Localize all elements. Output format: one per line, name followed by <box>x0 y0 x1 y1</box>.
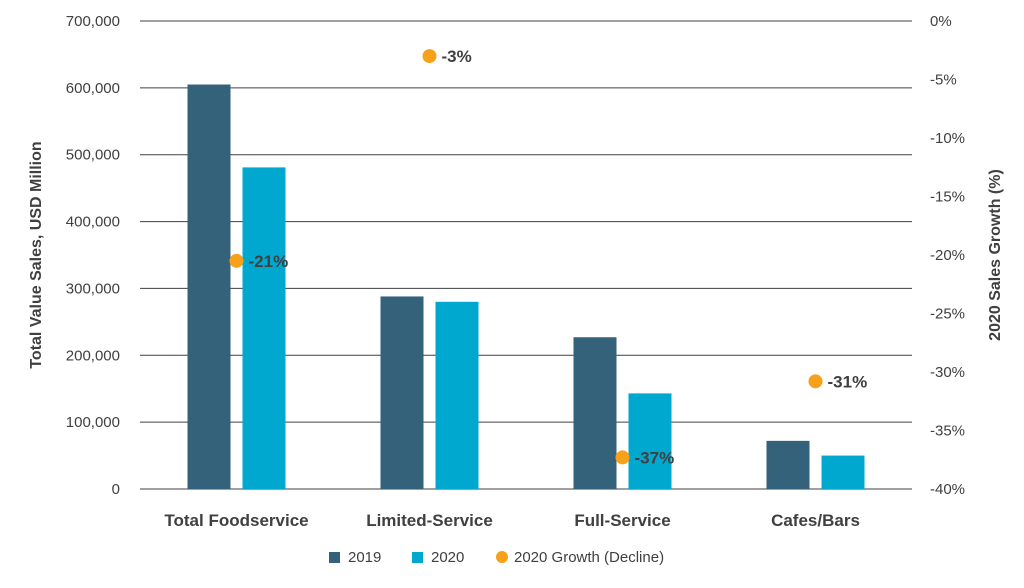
growth-point <box>229 253 244 268</box>
x-category-label: Limited-Service <box>366 511 493 530</box>
y-axis-title: Total Value Sales, USD Million <box>28 141 45 368</box>
bar-2020 <box>628 393 672 489</box>
y-tick-label: 700,000 <box>66 13 120 30</box>
x-category-label: Full-Service <box>574 511 670 530</box>
x-category-label: Total Foodservice <box>164 511 308 530</box>
growth-points <box>229 49 823 465</box>
y-tick-label: 100,000 <box>66 414 120 431</box>
bar-2019 <box>573 337 617 489</box>
bars <box>187 84 865 489</box>
y2-tick-label: -25% <box>930 306 965 323</box>
y-tick-label: 600,000 <box>66 80 120 97</box>
growth-label: -31% <box>828 372 868 391</box>
legend-marker-growth <box>496 551 508 563</box>
x-axis-categories: Total Foodservice Limited-Service Full-Ser… <box>164 511 860 530</box>
growth-label: -37% <box>635 448 675 467</box>
legend-label-growth: 2020 Growth (Decline) <box>514 549 664 566</box>
y2-tick-label: -10% <box>930 130 965 147</box>
bar-2020 <box>242 167 286 489</box>
growth-point <box>422 49 437 64</box>
bar-2019 <box>380 296 424 489</box>
legend: 2019 2020 2020 Growth (Decline) <box>329 549 664 566</box>
y2-axis-title: 2020 Sales Growth (%) <box>987 169 1004 341</box>
y-axis-ticks: 0 100,000 200,000 300,000 400,000 500,000 600,… <box>66 13 120 498</box>
y-tick-label: 400,000 <box>66 214 120 231</box>
y2-tick-label: -35% <box>930 423 965 440</box>
growth-point <box>615 450 630 465</box>
legend-label-2019: 2019 <box>348 549 381 566</box>
y2-tick-label: -20% <box>930 247 965 264</box>
legend-swatch-2019 <box>329 552 340 563</box>
bar-2019 <box>766 440 810 489</box>
growth-point <box>808 374 823 389</box>
bar-2020 <box>821 455 865 489</box>
y-tick-label: 0 <box>112 481 120 498</box>
growth-label: -3% <box>442 47 472 66</box>
y2-tick-label: 0% <box>930 13 952 30</box>
y-tick-label: 300,000 <box>66 280 120 297</box>
y2-tick-label: -15% <box>930 189 965 206</box>
x-category-label: Cafes/Bars <box>771 511 860 530</box>
growth-label: -21% <box>249 252 289 271</box>
data-labels: -21% -3% -37% -31% <box>249 47 868 467</box>
bar-2020 <box>435 301 479 489</box>
y-tick-label: 500,000 <box>66 147 120 164</box>
y2-tick-label: -30% <box>930 364 965 381</box>
y2-tick-label: -5% <box>930 72 957 89</box>
legend-swatch-2020 <box>412 552 423 563</box>
y2-tick-label: -40% <box>930 481 965 498</box>
y2-axis-ticks: -40% -35% -30% -25% -20% -15% -10% -5% 0% <box>930 13 965 498</box>
bar-2019 <box>187 84 231 489</box>
legend-label-2020: 2020 <box>431 549 464 566</box>
y-tick-label: 200,000 <box>66 347 120 364</box>
